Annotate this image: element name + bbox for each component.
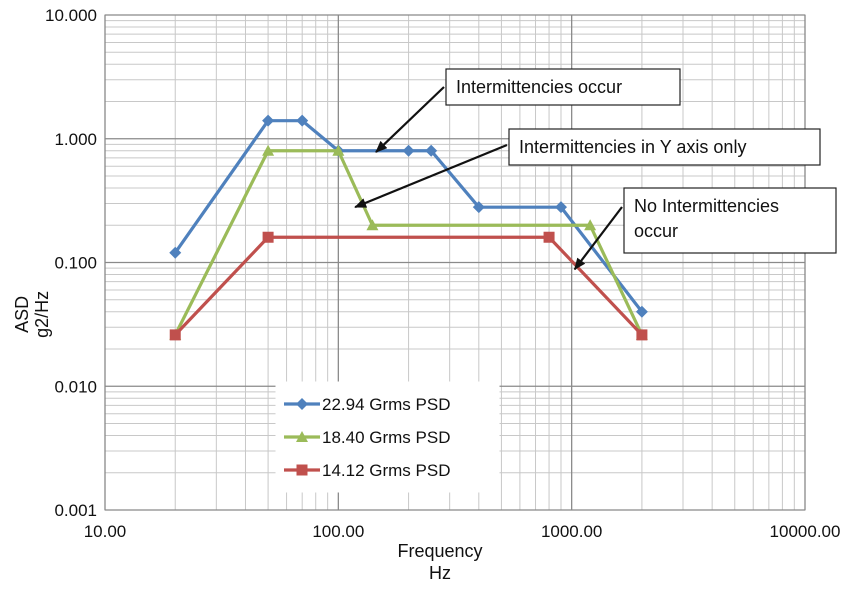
- y-tick-label: 0.001: [54, 501, 97, 520]
- data-point-marker: [402, 144, 415, 157]
- callout-arrow: [375, 86, 445, 153]
- data-point-marker: [332, 144, 345, 156]
- data-point-marker: [169, 329, 181, 341]
- data-point-marker: [584, 219, 597, 231]
- callout-text-line: occur: [634, 221, 678, 241]
- callout-text: No Intermittencies occur: [634, 196, 779, 241]
- y-axis-title-line: g2/Hz: [32, 291, 52, 338]
- data-point-marker: [425, 144, 438, 157]
- x-tick-label: 100.00: [312, 522, 364, 541]
- callout-text: Intermittencies in Y axis only: [519, 137, 746, 157]
- callout-arrow: [573, 206, 623, 271]
- callout-arrow: [354, 143, 508, 209]
- callout: Intermittencies in Y axis only: [354, 128, 821, 209]
- x-axis-title-line: Hz: [429, 563, 451, 583]
- data-point-marker: [472, 201, 485, 214]
- callout-text-line: Intermittencies occur: [456, 77, 622, 97]
- series-line: [174, 235, 644, 336]
- x-tick-label: 10000.00: [770, 522, 841, 541]
- callout-box: [445, 68, 681, 106]
- callout-text: Intermittencies occur: [456, 77, 622, 97]
- y-tick-label: 0.100: [54, 254, 97, 273]
- x-tick-label: 1000.00: [541, 522, 602, 541]
- data-point-marker: [262, 231, 274, 243]
- y-axis-title-line: ASD: [12, 296, 32, 333]
- y-axis-title: ASDg2/Hz: [12, 291, 52, 338]
- data-point-marker: [262, 114, 275, 127]
- data-point-marker: [554, 201, 567, 214]
- callout-text-line: Intermittencies in Y axis only: [519, 137, 746, 157]
- legend-swatch-marker: [296, 398, 308, 410]
- tick-labels: 0.001 0.010 0.100 1.000 10.000 10.00 100.00 100…: [45, 6, 840, 541]
- legend-entry-label: 18.40 Grms PSD: [322, 428, 451, 447]
- callout-box: [508, 128, 821, 166]
- data-point-marker: [635, 305, 648, 318]
- x-tick-label: 10.00: [84, 522, 127, 541]
- callout-text-line: No Intermittencies: [634, 196, 779, 216]
- legend-swatch-marker: [296, 464, 308, 476]
- legend-entry-label: 14.12 Grms PSD: [322, 461, 451, 480]
- legend-entry-label: 22.94 Grms PSD: [322, 395, 451, 414]
- x-axis-title: Frequency Hz: [397, 541, 482, 583]
- data-point-marker: [296, 114, 309, 127]
- data-point-marker: [366, 219, 379, 231]
- series-line: [173, 149, 644, 336]
- axis-titles: Frequency Hz ASDg2/Hz: [12, 291, 483, 583]
- callout: No Intermittencies occur: [573, 187, 837, 271]
- legend-swatch-marker: [296, 431, 308, 442]
- data-point-marker: [169, 246, 182, 259]
- x-axis-title-line: Frequency: [397, 541, 482, 561]
- callouts: Intermittencies occur Intermittencies in …: [354, 68, 837, 271]
- callout-box: [623, 187, 837, 254]
- legend: 22.94 Grms PSD 18.40 Grms PSD 14.12 Grms P…: [275, 381, 500, 493]
- callout: Intermittencies occur: [375, 68, 681, 153]
- y-tick-label: 10.000: [45, 6, 97, 25]
- data-point-marker: [262, 144, 275, 156]
- data-point-marker: [543, 231, 555, 243]
- series-layer: [169, 114, 648, 341]
- y-tick-label: 0.010: [54, 377, 97, 396]
- plot-area-border: [104, 14, 806, 511]
- series-group: [169, 231, 648, 341]
- y-tick-label: 1.000: [54, 130, 97, 149]
- data-point-marker: [636, 329, 648, 341]
